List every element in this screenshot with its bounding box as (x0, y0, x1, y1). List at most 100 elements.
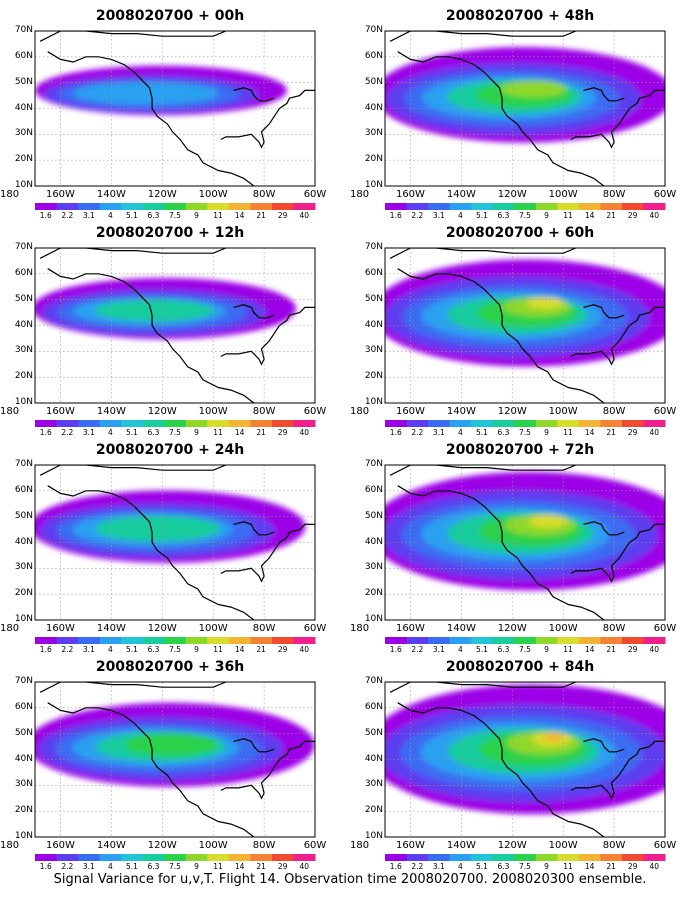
map-gridlines (385, 31, 665, 186)
colorbar-label: 6.3 (497, 211, 510, 220)
colorbar-swatch (56, 854, 79, 861)
colorbar-label: 40 (649, 211, 659, 220)
colorbar-swatch (99, 854, 122, 861)
colorbar-swatch (228, 854, 251, 861)
variance-field (385, 47, 665, 143)
variance-field (385, 259, 665, 367)
lon-tick-label: 80W (252, 189, 276, 200)
colorbar-swatch (514, 420, 537, 427)
colorbar-label: 2.2 (61, 211, 74, 220)
lon-tick-label: 60W (303, 840, 327, 851)
lon-tick-label: 60W (303, 406, 327, 417)
colorbar-swatch (428, 637, 451, 644)
colorbar-label: 4 (107, 211, 113, 220)
lat-tick-label: 30N (14, 562, 33, 573)
lat-tick-label: 30N (14, 345, 33, 356)
colorbar-label: 29 (277, 428, 288, 437)
colorbar-swatch (471, 203, 494, 210)
colorbar-swatch (406, 203, 429, 210)
lon-tick-label: 180 (350, 840, 370, 851)
colorbar-swatch (250, 637, 273, 644)
colorbar-label: 11 (563, 645, 573, 654)
colorbar-swatch (271, 637, 294, 644)
colorbar-label: 9 (194, 645, 199, 654)
colorbar-label: 40 (299, 645, 309, 654)
colorbar-label: 40 (649, 645, 659, 654)
variance-field (35, 702, 315, 787)
colorbar-label: 14 (584, 645, 595, 654)
lat-tick-label: 60N (364, 484, 383, 495)
map-panel: 2008020700 + 12h 10N 20N 30N 40N 50N 60N 70N 180… (0, 217, 340, 437)
colorbar-label: 6.3 (147, 645, 160, 654)
lon-tick-label: 120W (497, 623, 527, 634)
colorbar-label: 9 (194, 211, 199, 220)
colorbar-swatch (471, 637, 494, 644)
lon-tick-label: 60W (653, 623, 677, 634)
colorbar-swatch (164, 854, 187, 861)
lat-tick-label: 20N (364, 371, 383, 382)
colorbar-label: 4 (457, 211, 463, 220)
colorbar-swatch (164, 637, 187, 644)
lat-tick-label: 40N (14, 753, 33, 764)
colorbar-label: 3.1 (432, 862, 445, 871)
lon-tick-label: 160W (395, 189, 425, 200)
colorbar-label: 7.5 (169, 428, 181, 437)
variance-map (34, 247, 316, 427)
lon-tick-label: 80W (252, 840, 276, 851)
lon-tick-label: 60W (653, 406, 677, 417)
panel-title: 2008020700 + 48h (445, 8, 595, 24)
colorbar-label: 9 (544, 211, 549, 220)
colorbar-label: 1.6 (389, 428, 402, 437)
colorbar-label: 7.5 (519, 211, 531, 220)
colorbar-label: 14 (234, 645, 245, 654)
colorbar-label: 40 (649, 862, 659, 871)
coastlines (389, 248, 665, 403)
lat-tick-label: 50N (14, 510, 33, 521)
colorbar-label: 29 (627, 211, 638, 220)
colorbar-label: 5.1 (125, 428, 138, 437)
variance-map (384, 30, 666, 210)
colorbar-label: 14 (584, 862, 595, 871)
coastlines (389, 31, 665, 186)
colorbar-label: 6.3 (147, 211, 160, 220)
colorbar-swatch (164, 420, 187, 427)
colorbar-swatch (35, 203, 58, 210)
colorbar-swatch (385, 854, 408, 861)
colorbar-label: 2.2 (61, 645, 74, 654)
colorbar-label: 11 (213, 211, 223, 220)
colorbar-swatch (578, 203, 601, 210)
colorbar-swatch (142, 854, 165, 861)
lat-tick-label: 70N (364, 676, 383, 686)
colorbar-label: 5.1 (125, 645, 138, 654)
colorbar-swatch (449, 854, 472, 861)
lat-tick-label: 10N (364, 397, 383, 407)
colorbar-label: 4 (107, 862, 113, 871)
colorbar-label: 9 (194, 862, 199, 871)
colorbar-label: 1.6 (39, 645, 52, 654)
colorbar-swatch (99, 420, 122, 427)
colorbar-swatch (428, 854, 451, 861)
lon-tick-label: 80W (602, 623, 626, 634)
colorbar-label: 29 (627, 645, 638, 654)
colorbar-swatch (207, 637, 230, 644)
lon-tick-label: 180 (0, 189, 20, 200)
colorbar-swatch (185, 203, 208, 210)
colorbar-swatch (449, 420, 472, 427)
coastlines (389, 682, 665, 837)
colorbar-swatch (271, 420, 294, 427)
colorbar-label: 2.2 (411, 428, 424, 437)
lat-tick-label: 20N (364, 154, 383, 165)
lon-tick-label: 140W (96, 189, 126, 200)
colorbar-swatch (56, 637, 79, 644)
colorbar-swatch (185, 637, 208, 644)
colorbar-label: 5.1 (125, 862, 138, 871)
lon-tick-label: 120W (497, 840, 527, 851)
lon-tick-label: 80W (252, 623, 276, 634)
colorbar-swatch (271, 203, 294, 210)
colorbar-swatch (643, 203, 666, 210)
colorbar-label: 3.1 (82, 428, 95, 437)
colorbar-swatch (228, 203, 251, 210)
colorbar-swatch (250, 203, 273, 210)
colorbar-swatch (600, 637, 623, 644)
colorbar-label: 14 (584, 428, 595, 437)
